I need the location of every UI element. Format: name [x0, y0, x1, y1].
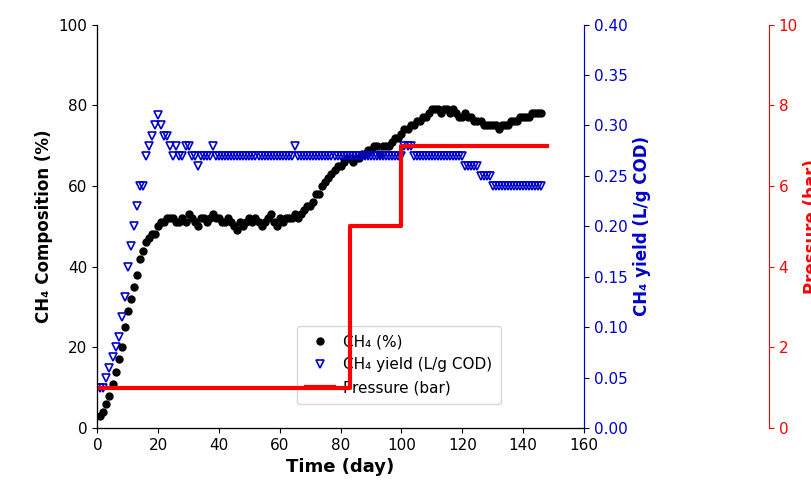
Pressure (bar) — [397, 143, 406, 149]
CH₄ yield (L/g COD) — [320, 153, 330, 158]
Pressure (bar) — [345, 385, 354, 391]
Legend: CH₄ (%), CH₄ yield (L/g COD), Pressure (bar): CH₄ (%), CH₄ yield (L/g COD), Pressure (… — [297, 326, 501, 404]
Y-axis label: CH₄ Composition (%): CH₄ Composition (%) — [35, 129, 54, 323]
Pressure (bar) — [475, 143, 485, 149]
Pressure (bar) — [543, 143, 552, 149]
CH₄ yield (L/g COD) — [205, 153, 215, 158]
CH₄ yield (L/g COD) — [153, 112, 163, 118]
CH₄ (%) — [537, 110, 547, 116]
CH₄ (%) — [354, 155, 363, 161]
CH₄ yield (L/g COD) — [357, 153, 367, 158]
Line: CH₄ (%): CH₄ (%) — [97, 106, 545, 419]
Pressure (bar) — [92, 385, 102, 391]
CH₄ (%) — [317, 183, 327, 189]
CH₄ yield (L/g COD) — [148, 133, 157, 139]
Y-axis label: CH₄ yield (L/g COD): CH₄ yield (L/g COD) — [633, 136, 651, 316]
Pressure (bar) — [345, 223, 354, 229]
CH₄ (%) — [205, 215, 215, 221]
Line: CH₄ yield (L/g COD): CH₄ yield (L/g COD) — [97, 111, 546, 392]
CH₄ yield (L/g COD) — [223, 153, 233, 158]
CH₄ yield (L/g COD) — [537, 183, 547, 189]
CH₄ yield (L/g COD) — [96, 385, 105, 391]
CH₄ yield (L/g COD) — [208, 143, 217, 149]
X-axis label: Time (day): Time (day) — [286, 459, 395, 476]
CH₄ (%) — [96, 413, 105, 419]
Pressure (bar) — [475, 143, 485, 149]
CH₄ (%) — [427, 106, 436, 112]
Y-axis label: Pressure (bar): Pressure (bar) — [804, 159, 811, 294]
CH₄ (%) — [148, 231, 157, 237]
CH₄ (%) — [220, 219, 230, 225]
Line: Pressure (bar): Pressure (bar) — [97, 146, 547, 388]
CH₄ (%) — [202, 219, 212, 225]
Pressure (bar) — [397, 223, 406, 229]
